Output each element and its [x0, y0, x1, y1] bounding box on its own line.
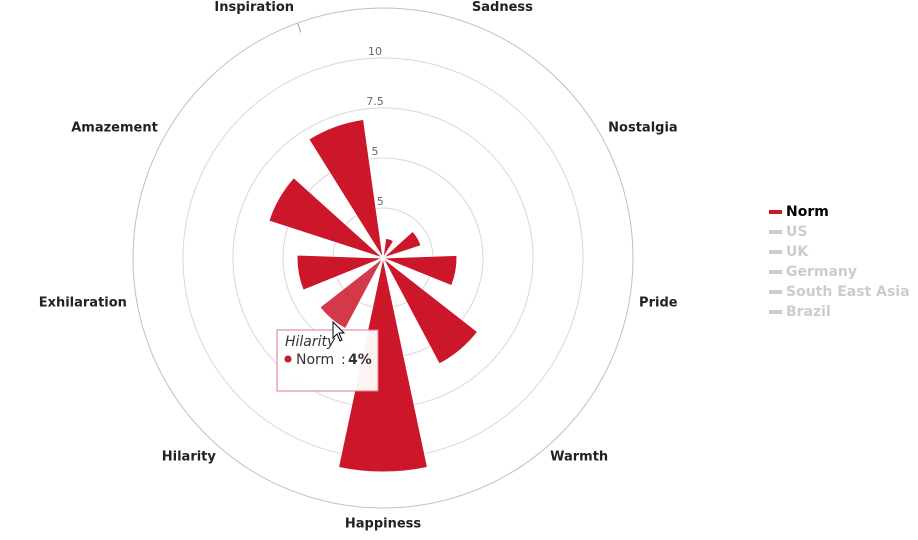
- y-tick-label: 5: [372, 145, 379, 158]
- category-label: Warmth: [550, 450, 608, 465]
- tooltip-value: 4%: [348, 352, 372, 368]
- bar: [308, 118, 384, 259]
- y-tick-label: 10: [368, 45, 382, 58]
- category-label: Nostalgia: [608, 121, 678, 136]
- bar: [382, 230, 422, 259]
- legend-entry[interactable]: UK: [786, 244, 809, 260]
- bar: [382, 257, 479, 365]
- category-label: Pride: [639, 296, 678, 311]
- bar: [382, 237, 395, 259]
- bar: [268, 176, 384, 259]
- cursor: [332, 320, 346, 342]
- tooltip-sep: :: [341, 352, 346, 368]
- legend-entry[interactable]: Norm: [786, 204, 829, 220]
- category-label: Inspiration: [214, 0, 294, 15]
- tooltip-box: [276, 329, 379, 392]
- legend-entry[interactable]: South East Asia: [786, 284, 910, 300]
- legend-entry[interactable]: Germany: [786, 264, 857, 280]
- category-label: Exhilaration: [39, 296, 127, 311]
- legend-entry[interactable]: US: [786, 224, 807, 240]
- category-label: Amazement: [71, 121, 158, 136]
- tooltip-title: Hilarity: [285, 334, 336, 350]
- tooltip: Hilarity Norm : 4%: [276, 329, 379, 392]
- category-label: Hilarity: [162, 450, 217, 465]
- bar: [382, 254, 458, 287]
- y-tick-label: 7.5: [366, 95, 384, 108]
- bar: [337, 257, 429, 473]
- category-label: Sadness: [472, 0, 533, 15]
- tooltip-dot: [284, 355, 292, 363]
- plot-border: [132, 7, 634, 509]
- axis-tick: [297, 22, 302, 33]
- category-label: Happiness: [345, 517, 422, 532]
- tooltip-series: Norm: [296, 352, 334, 368]
- legend-entry[interactable]: Brazil: [786, 304, 831, 320]
- bar: [296, 254, 384, 291]
- bar: [319, 257, 384, 330]
